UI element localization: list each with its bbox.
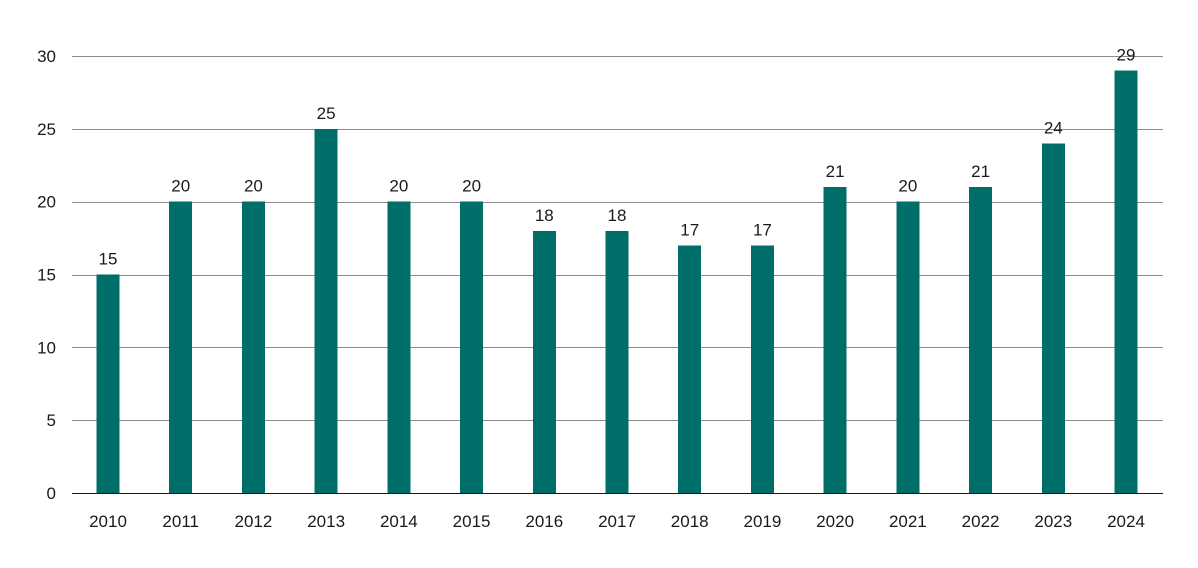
data-label-2010: 15 (99, 250, 118, 269)
bar-2023 (1041, 143, 1065, 493)
data-labels: 15 20 20 25 20 20 18 18 17 17 21 20 21 24 29 (99, 46, 1136, 269)
data-label-2023: 24 (1044, 118, 1063, 137)
y-axis-tick-labels: 0 5 10 15 20 25 30 (37, 47, 56, 503)
y-tick-label: 0 (47, 484, 56, 503)
x-tick-label: 2013 (307, 512, 345, 531)
bar-2021 (896, 201, 920, 493)
bar-2016 (532, 230, 556, 494)
data-label-2016: 18 (535, 206, 554, 225)
data-label-2015: 20 (462, 177, 481, 196)
data-label-2013: 25 (317, 104, 336, 123)
data-label-2017: 18 (608, 206, 627, 225)
data-label-2018: 17 (680, 220, 699, 239)
data-label-2012: 20 (244, 177, 263, 196)
bar-2015 (460, 201, 484, 493)
x-tick-label: 2014 (380, 512, 418, 531)
y-tick-label: 10 (37, 338, 56, 357)
bar-2011 (169, 201, 193, 493)
x-tick-label: 2011 (162, 512, 199, 531)
data-label-2011: 20 (171, 177, 190, 196)
x-tick-label: 2012 (235, 512, 273, 531)
y-tick-label: 20 (37, 193, 56, 212)
bar-2014 (387, 201, 411, 493)
y-tick-label: 30 (37, 47, 56, 66)
y-tick-label: 25 (37, 120, 56, 139)
data-label-2014: 20 (389, 177, 408, 196)
data-label-2021: 20 (898, 177, 917, 196)
data-label-2020: 21 (826, 162, 845, 181)
bar-2020 (823, 187, 847, 493)
y-tick-label: 15 (37, 266, 56, 285)
bars (96, 70, 1138, 494)
x-tick-label: 2023 (1034, 512, 1072, 531)
bar-2018 (678, 245, 702, 493)
x-tick-label: 2017 (598, 512, 636, 531)
data-label-2024: 29 (1117, 46, 1136, 65)
x-tick-label: 2015 (453, 512, 491, 531)
x-tick-label: 2010 (89, 512, 127, 531)
x-tick-label: 2018 (671, 512, 709, 531)
bar-2017 (605, 230, 629, 494)
bar-2024 (1114, 70, 1138, 494)
bar-2010 (96, 274, 120, 493)
bar-2013 (314, 128, 338, 494)
data-label-2019: 17 (753, 220, 772, 239)
bar-2019 (750, 245, 774, 493)
bar-2012 (241, 201, 265, 493)
data-label-2022: 21 (971, 162, 990, 181)
x-tick-label: 2019 (744, 512, 782, 531)
x-tick-label: 2020 (816, 512, 854, 531)
x-tick-label: 2016 (525, 512, 563, 531)
x-tick-label: 2024 (1107, 512, 1145, 531)
bar-2022 (969, 187, 993, 493)
y-tick-label: 5 (47, 411, 56, 430)
x-tick-label: 2021 (889, 512, 927, 531)
x-tick-label: 2022 (962, 512, 1000, 531)
x-axis-tick-labels: 2010 2011 2012 2013 2014 2015 2016 2017 2018 2019… (89, 512, 1145, 531)
